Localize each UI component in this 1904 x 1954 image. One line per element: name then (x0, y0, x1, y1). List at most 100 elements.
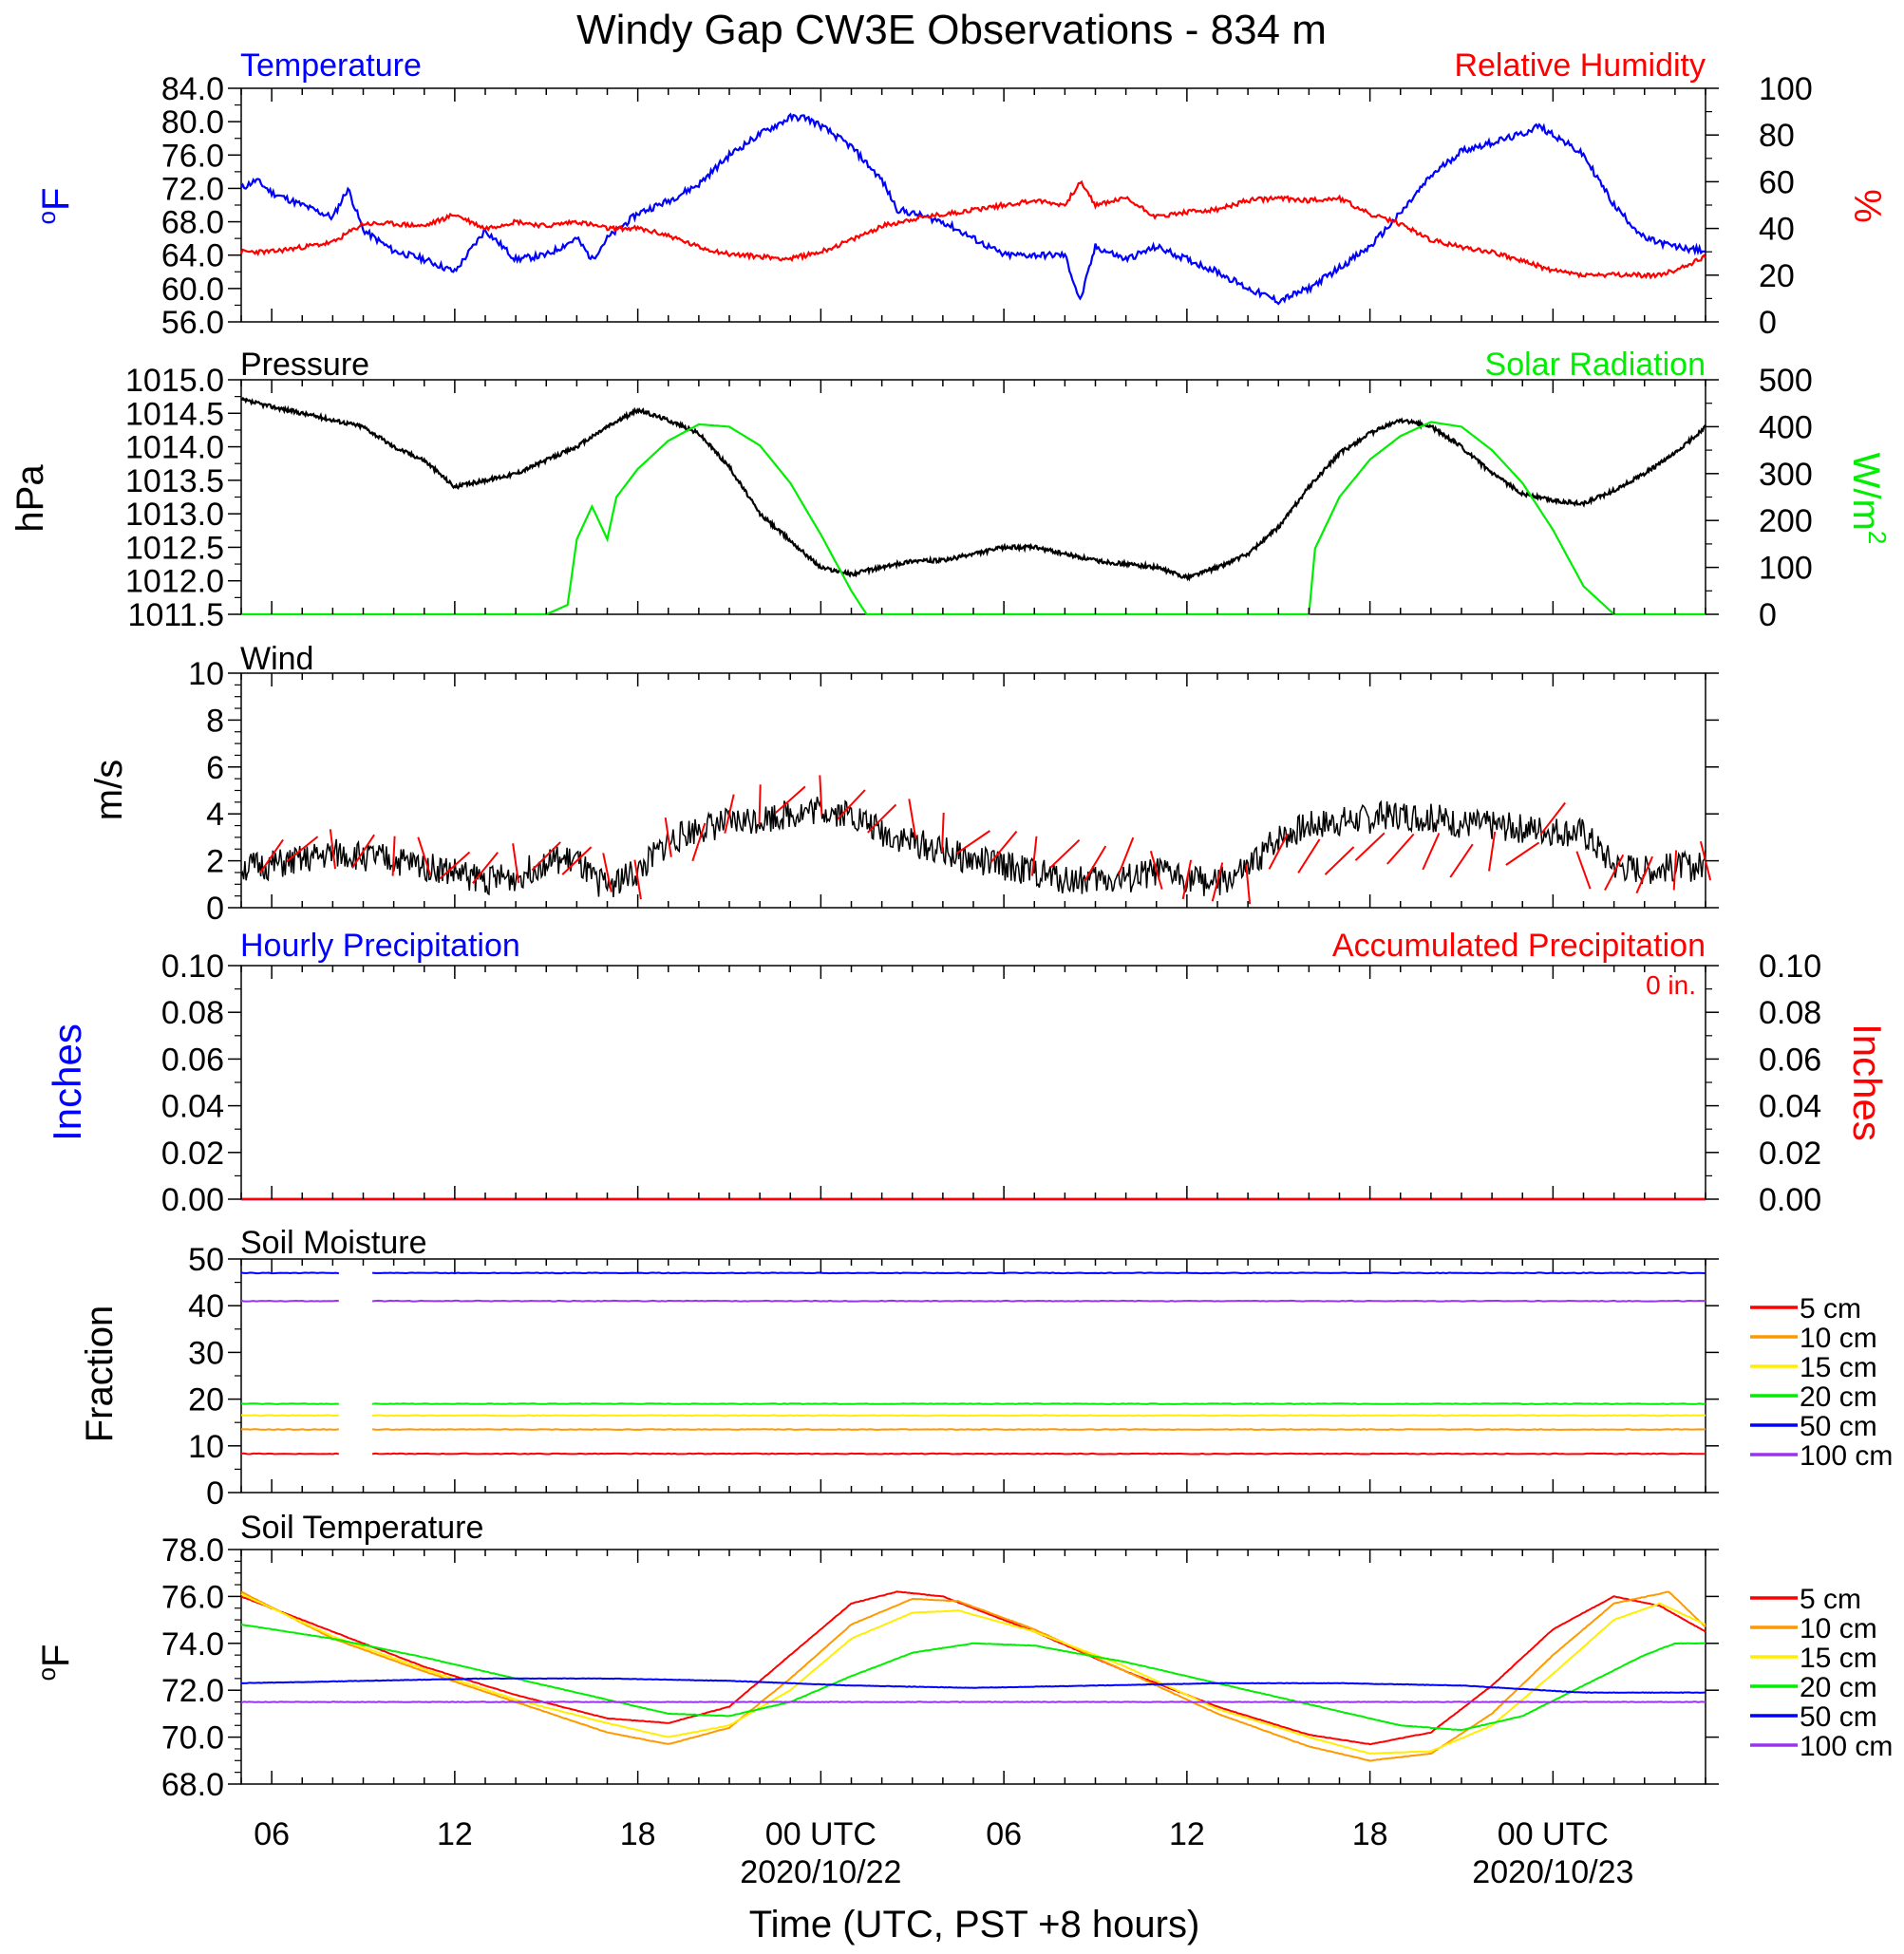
wind-barb (866, 803, 897, 834)
y-tick-label: 8 (206, 703, 224, 739)
solar-radiation-line (241, 421, 1706, 616)
50-cm-line (240, 1271, 1706, 1275)
wind-barb (1488, 831, 1497, 872)
wind-barb (758, 784, 762, 825)
y-tick-label: 80.0 (161, 104, 224, 141)
y-tick-label: 0.10 (161, 949, 224, 985)
10-cm-line (240, 1590, 1706, 1762)
soil-temperature-unit-label: oF (32, 1644, 77, 1682)
x-tick-label: 18 (1352, 1816, 1388, 1852)
relative-humidity-line (239, 179, 1706, 280)
panel-pressure-solar: 1015.01014.51014.01013.51013.01012.51012… (9, 347, 1892, 633)
y-tick-label: 50 (188, 1242, 224, 1278)
wind-line (240, 797, 1706, 897)
pressure-title: Pressure (240, 347, 369, 383)
panel-frame (240, 1549, 1706, 1785)
wind-barb (941, 812, 945, 853)
wind-barb (990, 830, 1018, 863)
y-tick-label: 78.0 (161, 1532, 224, 1569)
wind-barb (1505, 841, 1540, 866)
y-tick-label: 4 (206, 797, 224, 833)
y-tick-label: 56.0 (161, 305, 224, 341)
5-cm-line (240, 1590, 1706, 1746)
20-cm-line (240, 1402, 1706, 1405)
legend-label: 50 cm (1800, 1411, 1877, 1442)
x-tick-label: 00 UTC (1498, 1816, 1609, 1852)
left-y-ticks: 84.080.076.072.068.064.060.056.0 (161, 71, 241, 341)
x-axis-label: Time (UTC, PST +8 hours) (749, 1904, 1200, 1945)
y-tick-label: 70.0 (161, 1720, 224, 1757)
wind-barb (351, 834, 375, 869)
wind-barb (908, 799, 917, 838)
y-tick-label: 0.00 (161, 1182, 224, 1218)
accum-precip-title: Accumulated Precipitation (1332, 928, 1706, 964)
wind-barb (259, 838, 284, 874)
solar-unit-label: W/m2 (1845, 453, 1892, 545)
50-cm-line (240, 1677, 1706, 1694)
panel-wind: 10 8 6 4 2 0 Wind m/s (88, 641, 1719, 927)
x-tick-label: 00 UTC (765, 1816, 877, 1852)
x-tick-label: 06 (986, 1816, 1022, 1852)
y-tick-label: 0.06 (1759, 1042, 1821, 1078)
panel-frame (240, 1258, 1706, 1494)
y-tick-label: 0.02 (161, 1136, 224, 1172)
wind-barb (329, 829, 336, 870)
temperature-line (240, 112, 1706, 306)
y-tick-label: 400 (1759, 409, 1813, 445)
x-ticks (240, 966, 1706, 1199)
x-ticks (240, 88, 1706, 322)
legend-label: 50 cm (1800, 1701, 1877, 1733)
x-ticks (240, 1259, 1706, 1493)
x-tick-label: 12 (1169, 1816, 1205, 1852)
legend-label: 100 cm (1800, 1440, 1893, 1472)
panel-frame (240, 87, 1706, 323)
legend-label: 15 cm (1800, 1643, 1877, 1674)
y-tick-label: 74.0 (161, 1626, 224, 1663)
right-y-ticks: 100 80 60 40 20 0 (1706, 71, 1813, 341)
y-tick-label: 30 (188, 1335, 224, 1371)
y-tick-label: 100 (1759, 551, 1813, 587)
wind-barb (664, 817, 672, 857)
wind-barb (774, 785, 806, 815)
legend-label: 20 cm (1800, 1381, 1877, 1413)
wind-barb (286, 836, 319, 863)
wind-barb (1268, 833, 1289, 870)
wind-barb (1049, 838, 1081, 869)
y-tick-label: 0.04 (161, 1089, 224, 1125)
wind-barb (1211, 862, 1224, 902)
wind-barb (1354, 832, 1386, 861)
x-tick-date-label: 2020/10/23 (1472, 1854, 1633, 1890)
legend-label: 10 cm (1800, 1613, 1877, 1644)
wind-barb (512, 843, 520, 884)
legend-label: 5 cm (1800, 1293, 1861, 1325)
wind-barb (1672, 850, 1678, 891)
y-tick-label: 20 (188, 1382, 224, 1419)
wind-barb (1604, 854, 1625, 892)
wind-barb (1084, 845, 1107, 881)
wind-barb (837, 789, 866, 820)
y-tick-label: 2 (206, 844, 224, 880)
wind-barb (391, 836, 396, 876)
y-tick-label: 100 (1759, 71, 1813, 107)
100-cm-line (241, 1700, 1706, 1703)
wind-barb (1539, 801, 1566, 836)
left-y-ticks: 1015.01014.51014.01013.51013.01012.51012… (125, 363, 241, 633)
wind-barb (1386, 833, 1415, 865)
y-tick-label: 0.08 (161, 995, 224, 1031)
10-cm-line (240, 1428, 1706, 1431)
plot-lines (240, 396, 1706, 616)
right-y-ticks: 500 400 300 200 100 0 (1706, 363, 1813, 633)
panel-precipitation: 0.10 0.08 0.06 0.04 0.02 0.00 0.10 0.08 0.06 0.0… (45, 928, 1890, 1218)
y-tick-label: 20 (1759, 258, 1795, 294)
20-cm-line (240, 1624, 1706, 1732)
y-tick-label: 0.00 (1759, 1182, 1821, 1218)
y-tick-label: 76.0 (161, 138, 224, 174)
left-y-ticks: 10 8 6 4 2 0 (188, 656, 1719, 927)
right-y-ticks: 0.10 0.08 0.06 0.04 0.02 0.00 (1706, 949, 1821, 1218)
15-cm-line (240, 1593, 1706, 1756)
y-tick-label: 1015.0 (125, 363, 224, 399)
